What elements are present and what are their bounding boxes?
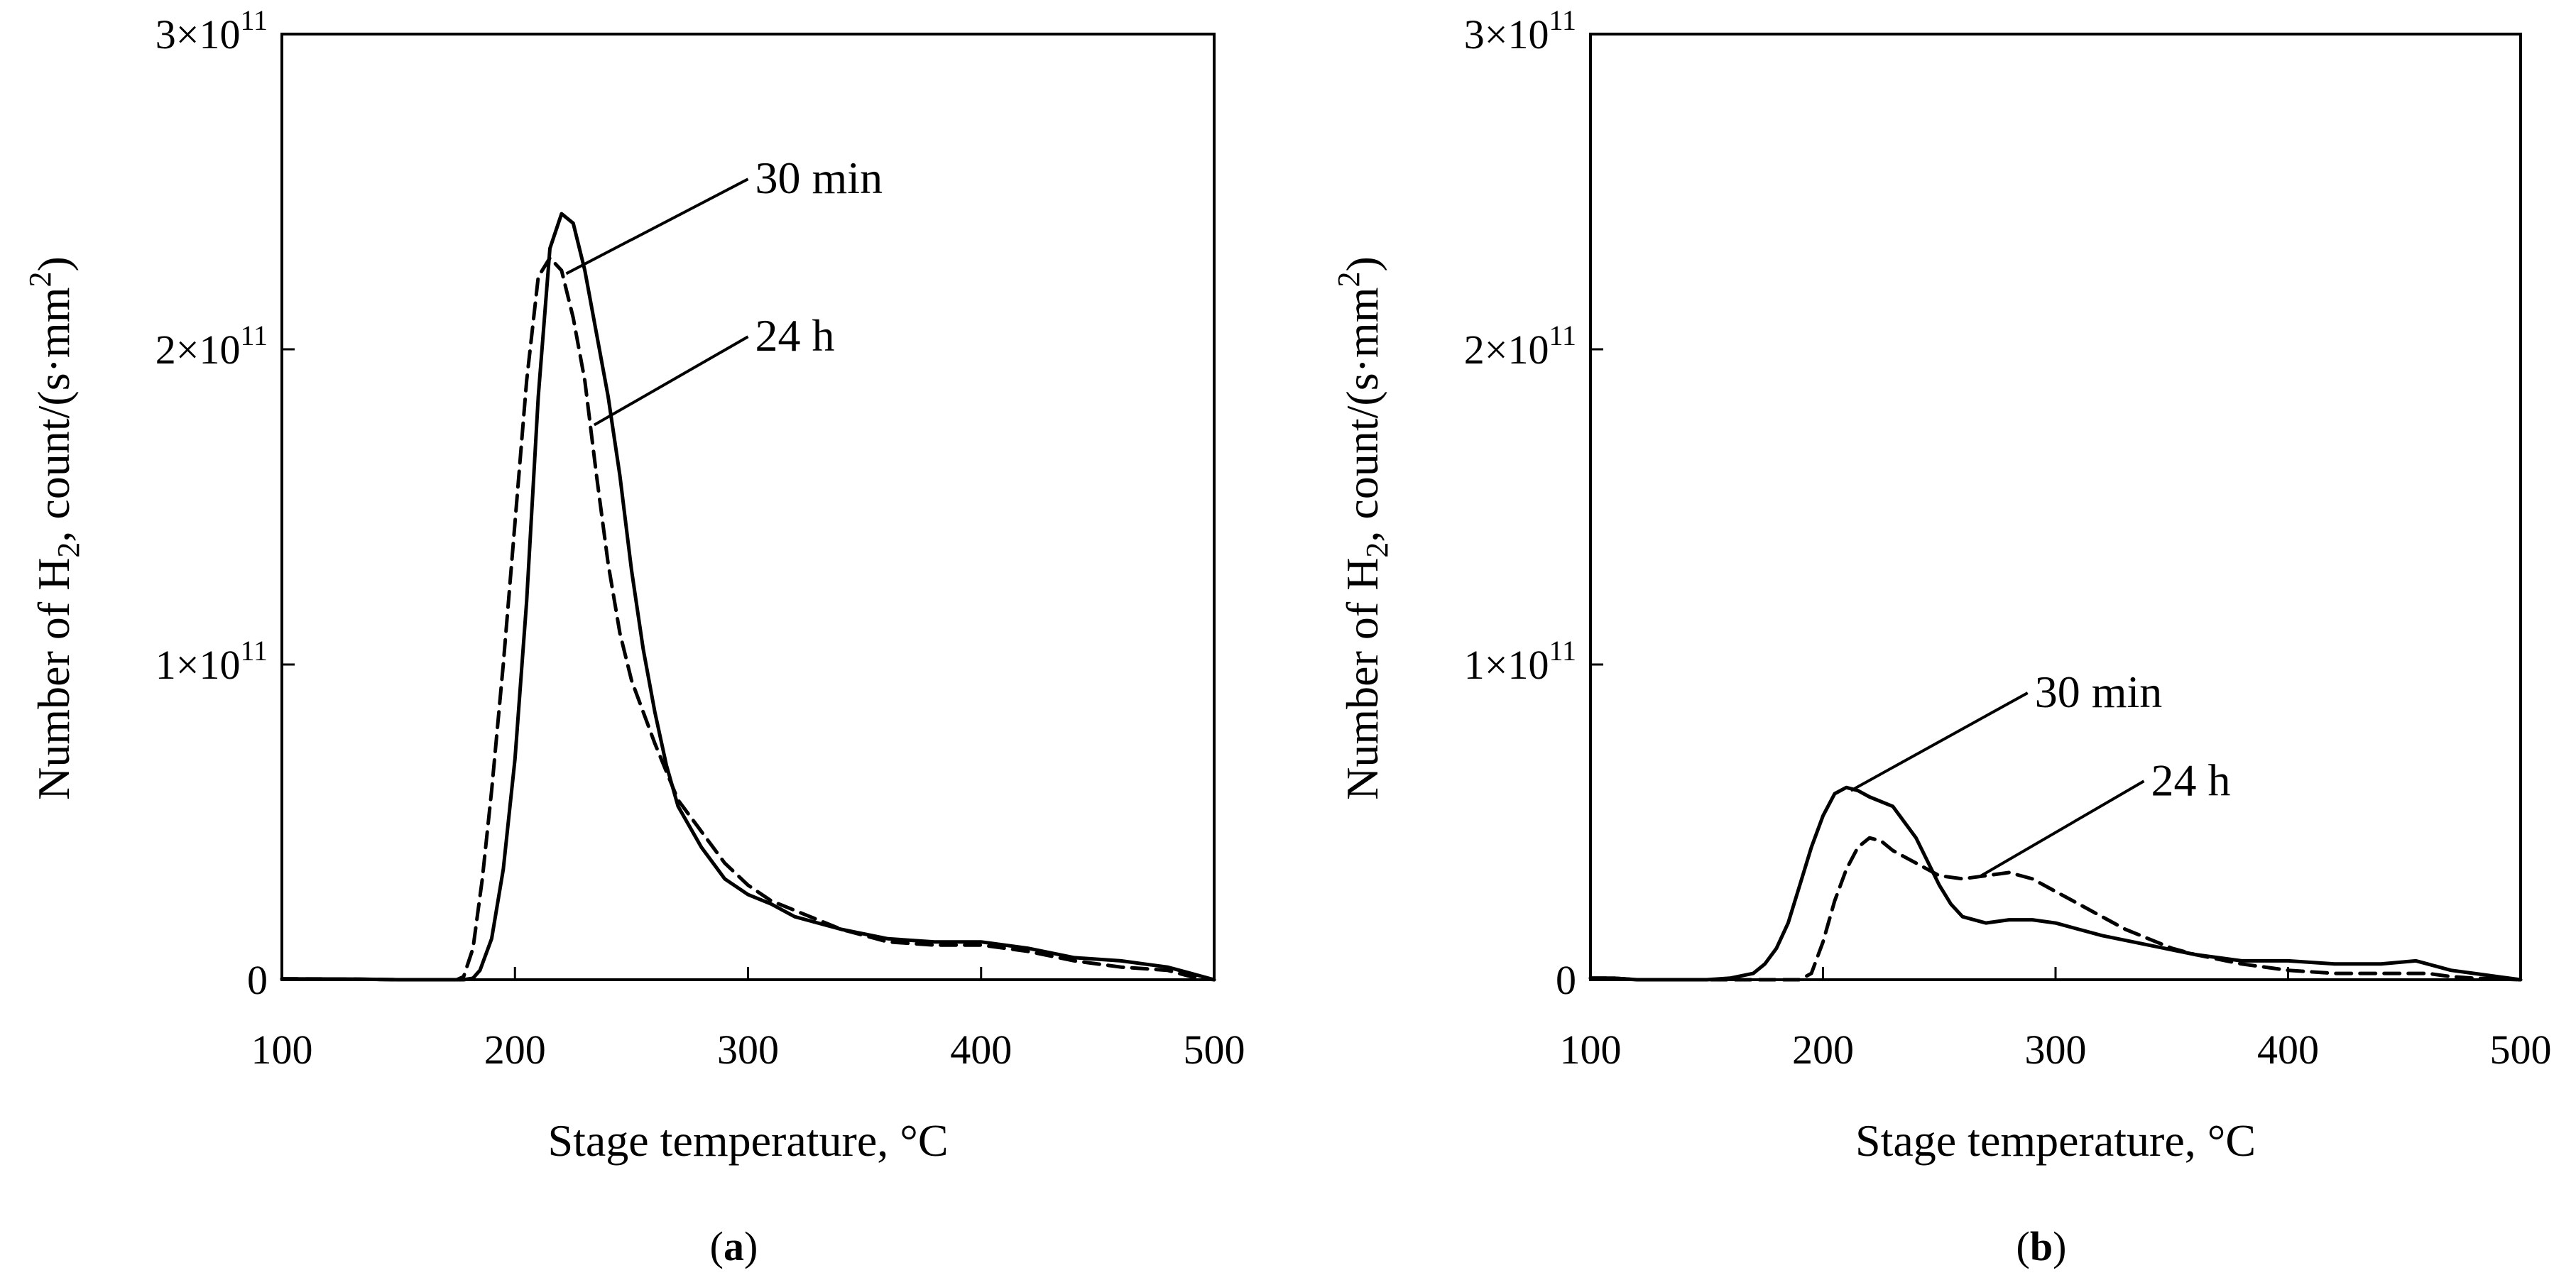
x-tick-label: 300 bbox=[2025, 1027, 2087, 1073]
series-line-30-min bbox=[280, 212, 1216, 982]
annotation-label: 30 min bbox=[2035, 667, 2163, 717]
y-tick-label: 3×1011 bbox=[1464, 4, 1576, 58]
y-tick-label: 0 bbox=[1556, 957, 1576, 1003]
y-tick-label: 2×1011 bbox=[1464, 319, 1576, 373]
annotation-label: 30 min bbox=[755, 153, 883, 203]
x-tick-label: 300 bbox=[717, 1027, 779, 1073]
y-tick-label: 2×1011 bbox=[155, 319, 268, 373]
x-tick-label: 500 bbox=[1184, 1027, 1245, 1073]
series-line-24-h bbox=[280, 256, 1216, 982]
annotation-label: 24 h bbox=[2151, 755, 2230, 805]
chart-panel-b: 100 200 300 400 500 0 1×1011 2×1011 3×1011 Stage … bbox=[1331, 4, 2552, 1269]
panel-label: (b) bbox=[2016, 1223, 2067, 1269]
annotation-leader bbox=[593, 335, 749, 427]
x-tick-label: 500 bbox=[2490, 1027, 2552, 1073]
y-axis-label: Number of H2, count/(s·mm2) bbox=[1331, 256, 1395, 800]
y-tick-label: 3×1011 bbox=[155, 4, 268, 58]
series-line-30-min bbox=[1588, 785, 2523, 982]
series-line-24-h bbox=[1588, 836, 2523, 982]
chart-panel-a: 100 200 300 400 500 0 1×1011 2×1011 3×1011 Stage … bbox=[23, 4, 1245, 1269]
x-tick-label: 100 bbox=[251, 1027, 313, 1073]
annotation-label: 24 h bbox=[755, 310, 835, 361]
y-axis-label: Number of H2, count/(s·mm2) bbox=[23, 256, 86, 800]
annotation-leader bbox=[565, 177, 749, 275]
plot-frame bbox=[1589, 33, 2522, 981]
x-tick-label: 200 bbox=[1792, 1027, 1854, 1073]
x-tick-label: 200 bbox=[484, 1027, 546, 1073]
x-tick-label: 400 bbox=[2257, 1027, 2319, 1073]
x-tick-label: 400 bbox=[950, 1027, 1012, 1073]
panel-label: (a) bbox=[710, 1223, 758, 1269]
annotation-leader bbox=[1850, 691, 2029, 792]
annotation-leader bbox=[1980, 780, 2145, 877]
y-tick-label: 1×1011 bbox=[155, 635, 268, 688]
x-tick-label: 100 bbox=[1560, 1027, 1622, 1073]
y-tick-label: 0 bbox=[247, 957, 268, 1003]
x-axis-label: Stage temperature, °C bbox=[1855, 1115, 2256, 1166]
plot-frame bbox=[280, 33, 1216, 981]
y-tick-label: 1×1011 bbox=[1464, 635, 1576, 688]
x-axis-label: Stage temperature, °C bbox=[547, 1115, 948, 1166]
